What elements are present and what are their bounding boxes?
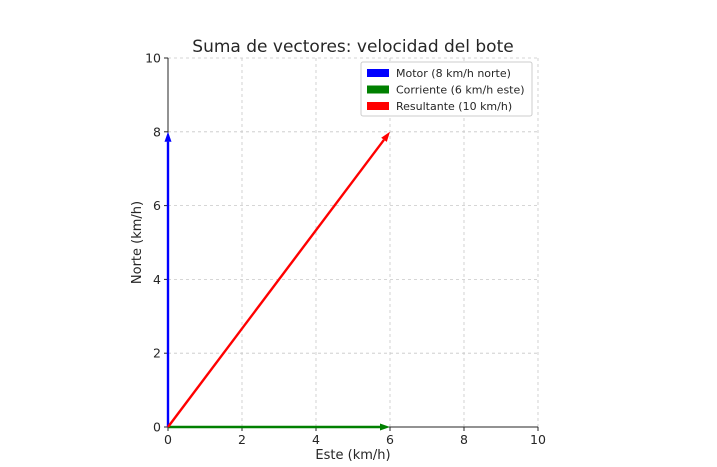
legend-label-1: Corriente (6 km/h este) (396, 84, 525, 97)
x-tick-label: 4 (312, 432, 320, 447)
vector-arrowhead-2 (381, 131, 390, 142)
y-tick-label: 2 (153, 346, 161, 361)
x-axis-label: Este (km/h) (315, 448, 390, 463)
y-tick-label: 8 (153, 124, 161, 139)
legend-swatch-2 (367, 102, 389, 110)
legend-label-0: Motor (8 km/h norte) (396, 67, 511, 80)
x-tick-label: 10 (530, 432, 546, 447)
legend-swatch-0 (367, 69, 389, 77)
vector-shaft-2 (167, 139, 385, 428)
legend-frame (360, 61, 533, 117)
legend-swatch-1 (367, 85, 389, 94)
y-tick-label: 4 (153, 272, 161, 287)
vectors (164, 131, 390, 431)
vector-arrowhead-1 (380, 423, 390, 431)
chart-title: Suma de vectores: velocidad del bote (192, 37, 513, 57)
y-tick-label: 0 (153, 420, 161, 435)
legend: Motor (8 km/h norte) Corriente (6 km/h es… (360, 61, 533, 117)
x-tick-label: 6 (386, 432, 394, 447)
legend-label-2: Resultante (10 km/h) (396, 100, 512, 113)
x-tick-label: 2 (238, 432, 246, 447)
vector-arrowhead-0 (164, 131, 172, 142)
x-tick-label: 8 (460, 432, 468, 447)
x-tick-label: 0 (164, 432, 172, 447)
y-axis-label: Norte (km/h) (130, 201, 145, 284)
y-tick-label: 10 (145, 51, 161, 66)
y-tick-label: 6 (153, 198, 161, 213)
